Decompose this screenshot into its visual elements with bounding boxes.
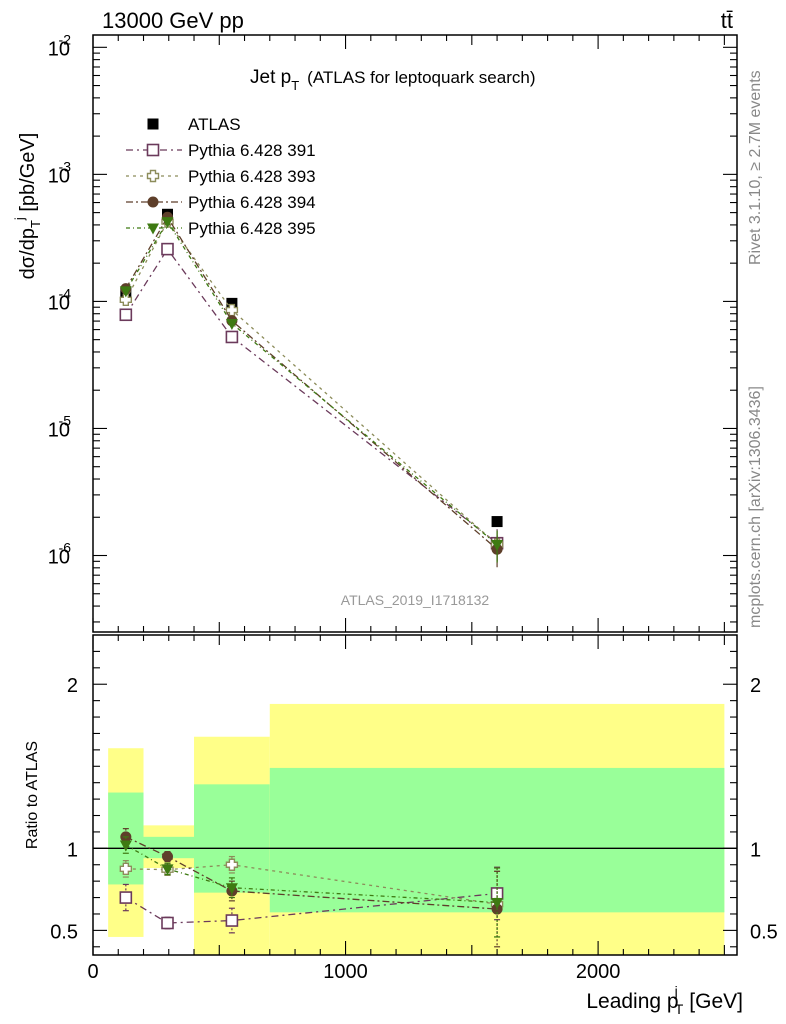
chart-title-rest: (ATLAS for leptoquark search) bbox=[307, 68, 535, 87]
ratio-tick-labels: 0.5 0.5 1 1 2 2 0 1000 2000 bbox=[50, 675, 778, 983]
ratio-point-3-3 bbox=[491, 897, 504, 909]
ratio-axis-ticks bbox=[92, 635, 737, 955]
ratio-point-3-2 bbox=[225, 883, 238, 895]
ratio-y-tick-label-left: 0.5 bbox=[50, 921, 78, 943]
x-tick-label: 1000 bbox=[323, 961, 368, 983]
main-y-tick-labels: 10-6 10-5 10-4 10-3 10-2 bbox=[48, 31, 71, 568]
ratio-band-inner-2 bbox=[194, 784, 270, 893]
header-process: 13000 GeV pp bbox=[102, 8, 244, 33]
legend: ATLAS Pythia 6.428 391 Pythia 6.428 393 Pyt… bbox=[126, 115, 316, 238]
ratio-panel-frame bbox=[92, 634, 738, 956]
main-y-tick-label: 10-5 bbox=[48, 412, 71, 441]
main-y-tick-label: 10-2 bbox=[48, 31, 71, 60]
legend-marker-1 bbox=[146, 143, 160, 157]
legend-entry-1: Pythia 6.428 391 bbox=[126, 141, 316, 160]
ratio-panel: 0.5 0.5 1 1 2 2 0 1000 2000 Ratio to ATLAS Leadi… bbox=[24, 634, 778, 1017]
rivet-version-label: Rivet 3.1.10, ≥ 2.7M events bbox=[747, 70, 764, 265]
mcplots-label: mcplots.cern.ch [arXiv:1306.3436] bbox=[747, 386, 764, 628]
legend-marker-0 bbox=[147, 118, 159, 130]
ratio-point-0-2 bbox=[225, 914, 239, 927]
ratio-point-1-2 bbox=[225, 858, 239, 871]
ratio-y-tick-label-right: 1 bbox=[750, 839, 761, 861]
main-axis-ticks bbox=[92, 35, 737, 632]
analysis-watermark: ATLAS_2019_I1718132 bbox=[341, 592, 490, 608]
ratio-point-0-1 bbox=[161, 916, 174, 930]
ratio-point-3-1 bbox=[161, 864, 174, 876]
main-panel: 10-6 10-5 10-4 10-3 10-2 Jet pT (ATLAS for le… bbox=[12, 31, 738, 633]
ratio-y-tick-label-right: 0.5 bbox=[750, 921, 778, 943]
main-point-2-0 bbox=[119, 293, 133, 306]
main-point-1-2 bbox=[225, 330, 239, 344]
main-y-tick-label: 10-6 bbox=[48, 540, 71, 569]
x-tick-label: 0 bbox=[87, 961, 98, 983]
main-panel-frame bbox=[92, 34, 738, 633]
header-final-state: tt̄ bbox=[721, 8, 733, 33]
main-y-tick-label: 10-3 bbox=[48, 158, 71, 187]
chart-title-sub: T bbox=[291, 78, 299, 93]
main-point-0-2 bbox=[226, 297, 238, 309]
chart-title-main: Jet p bbox=[250, 67, 291, 88]
main-point-4-1 bbox=[161, 217, 174, 229]
ratio-series-3 bbox=[119, 836, 504, 938]
main-series-line-4 bbox=[125, 220, 498, 546]
main-y-axis-label: dσ/dpTj [pb/GeV] bbox=[12, 133, 43, 280]
ratio-y-tick-label-left: 1 bbox=[67, 839, 78, 861]
ratio-y-tick-label-left: 2 bbox=[67, 675, 78, 697]
ratio-band-inner-1 bbox=[143, 836, 195, 859]
legend-label: ATLAS bbox=[188, 115, 241, 134]
main-point-4-0 bbox=[119, 286, 132, 298]
main-point-0-3 bbox=[491, 516, 503, 528]
ratio-series-line-1 bbox=[125, 864, 498, 905]
main-plot-data bbox=[119, 208, 504, 568]
ratio-y-axis-label: Ratio to ATLAS bbox=[24, 741, 41, 849]
legend-label: Pythia 6.428 394 bbox=[188, 193, 316, 212]
legend-label: Pythia 6.428 391 bbox=[188, 141, 316, 160]
x-axis-label: Leading pj T [GeV] bbox=[586, 983, 743, 1017]
main-series-4 bbox=[119, 217, 504, 563]
main-point-4-3 bbox=[491, 540, 504, 552]
ratio-plot-data bbox=[119, 828, 504, 948]
main-point-1-0 bbox=[119, 308, 133, 322]
ratio-uncertainty-bands bbox=[108, 703, 725, 955]
main-point-4-2 bbox=[225, 319, 238, 331]
legend-label: Pythia 6.428 393 bbox=[188, 167, 316, 186]
legend-marker-2 bbox=[146, 169, 160, 183]
x-tick-label: 2000 bbox=[576, 961, 621, 983]
legend-entry-4: Pythia 6.428 395 bbox=[126, 219, 316, 238]
main-y-tick-label: 10-4 bbox=[48, 285, 71, 314]
ratio-point-3-0 bbox=[119, 840, 132, 852]
legend-marker-4 bbox=[147, 223, 159, 235]
main-point-2-2 bbox=[225, 303, 239, 317]
main-point-1-1 bbox=[161, 242, 174, 256]
legend-label: Pythia 6.428 395 bbox=[188, 219, 316, 238]
legend-entry-0: ATLAS bbox=[147, 115, 241, 134]
ratio-point-0-0 bbox=[119, 891, 133, 904]
ratio-point-2-1 bbox=[162, 851, 174, 863]
chart-title: Jet pT (ATLAS for leptoquark search) bbox=[250, 67, 536, 93]
main-series-line-2 bbox=[125, 220, 498, 546]
ratio-point-1-0 bbox=[119, 862, 133, 876]
legend-entry-2: Pythia 6.428 393 bbox=[126, 167, 316, 186]
main-series-line-3 bbox=[125, 215, 498, 550]
ratio-y-tick-label-right: 2 bbox=[750, 675, 761, 697]
legend-marker-3 bbox=[147, 196, 159, 208]
ratio-series-line-3 bbox=[125, 844, 498, 904]
main-series-line-1 bbox=[125, 247, 498, 544]
legend-entry-3: Pythia 6.428 394 bbox=[126, 193, 316, 212]
